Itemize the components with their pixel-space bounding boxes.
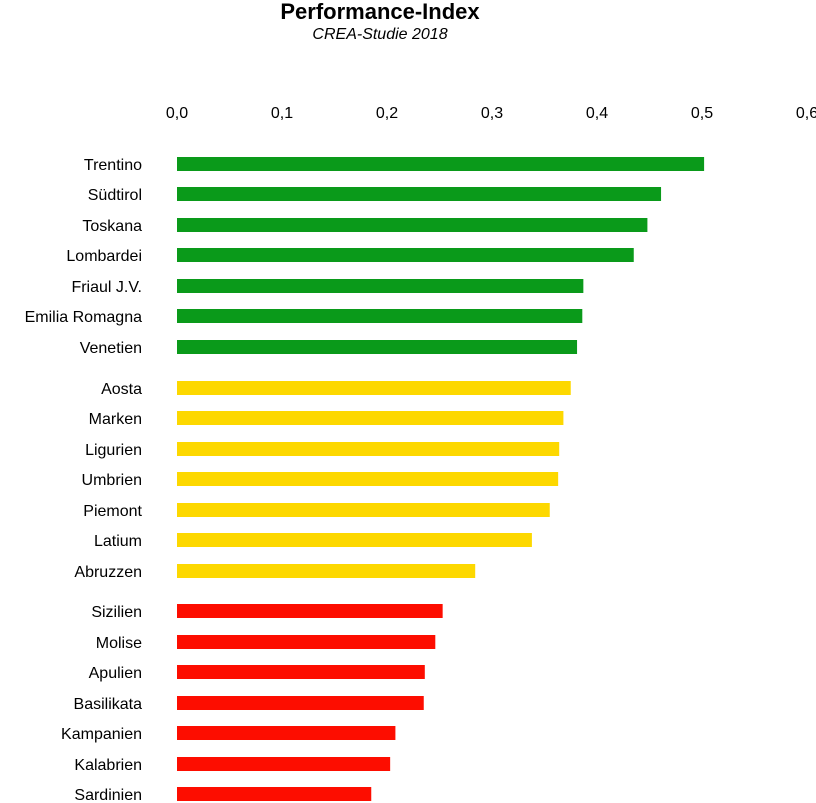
category-label: Marken: [89, 411, 142, 428]
bar: [177, 381, 571, 395]
bar: [177, 472, 559, 486]
bar: [177, 564, 476, 578]
x-tick-label: 0,2: [376, 105, 398, 122]
category-label: Südtirol: [88, 187, 142, 204]
bar: [177, 757, 391, 771]
bar: [177, 218, 648, 232]
category-label: Lombardei: [66, 248, 142, 265]
category-label: Apulien: [89, 665, 142, 682]
category-label: Emilia Romagna: [25, 309, 142, 326]
bar: [177, 340, 578, 354]
bar: [177, 533, 532, 547]
bar: [177, 503, 550, 517]
bar: [177, 726, 396, 740]
bar: [177, 187, 662, 201]
category-label: Abruzzen: [74, 564, 142, 581]
x-tick-label: 0,0: [166, 105, 188, 122]
x-axis-ticks: 0,0 0,1 0,2 0,3 0,4 0,5 0,6: [166, 105, 816, 122]
bars: [177, 157, 705, 801]
x-tick-label: 0,4: [586, 105, 608, 122]
category-label: Latium: [94, 533, 142, 550]
category-label: Molise: [96, 635, 142, 652]
category-label: Kalabrien: [74, 757, 142, 774]
category-label: Ligurien: [85, 442, 142, 459]
bar: [177, 665, 425, 679]
category-label: Kampanien: [61, 726, 142, 743]
x-tick-label: 0,6: [796, 105, 816, 122]
chart-title: Performance-Index: [280, 0, 480, 24]
x-tick-label: 0,1: [271, 105, 293, 122]
y-axis-labels: Trentino Südtirol Toskana Lombardei Friaul J…: [25, 157, 143, 803]
category-label: Piemont: [83, 503, 142, 520]
bar: [177, 157, 705, 171]
chart-subtitle: CREA-Studie 2018: [312, 26, 448, 43]
bar: [177, 279, 584, 293]
category-label: Sizilien: [91, 604, 142, 621]
category-label: Friaul J.V.: [71, 279, 142, 296]
bar: [177, 309, 583, 323]
category-label: Umbrien: [82, 472, 142, 489]
bar: [177, 442, 560, 456]
category-label: Toskana: [82, 218, 142, 235]
category-label: Venetien: [80, 340, 142, 357]
bar: [177, 787, 372, 801]
category-label: Sardinien: [74, 787, 142, 803]
bar: [177, 248, 634, 262]
bar: [177, 411, 564, 425]
category-label: Basilikata: [74, 696, 143, 713]
category-label: Aosta: [101, 381, 142, 398]
x-tick-label: 0,5: [691, 105, 713, 122]
bar: [177, 696, 424, 710]
bar: [177, 635, 436, 649]
x-tick-label: 0,3: [481, 105, 503, 122]
category-label: Trentino: [84, 157, 142, 174]
bar: [177, 604, 443, 618]
